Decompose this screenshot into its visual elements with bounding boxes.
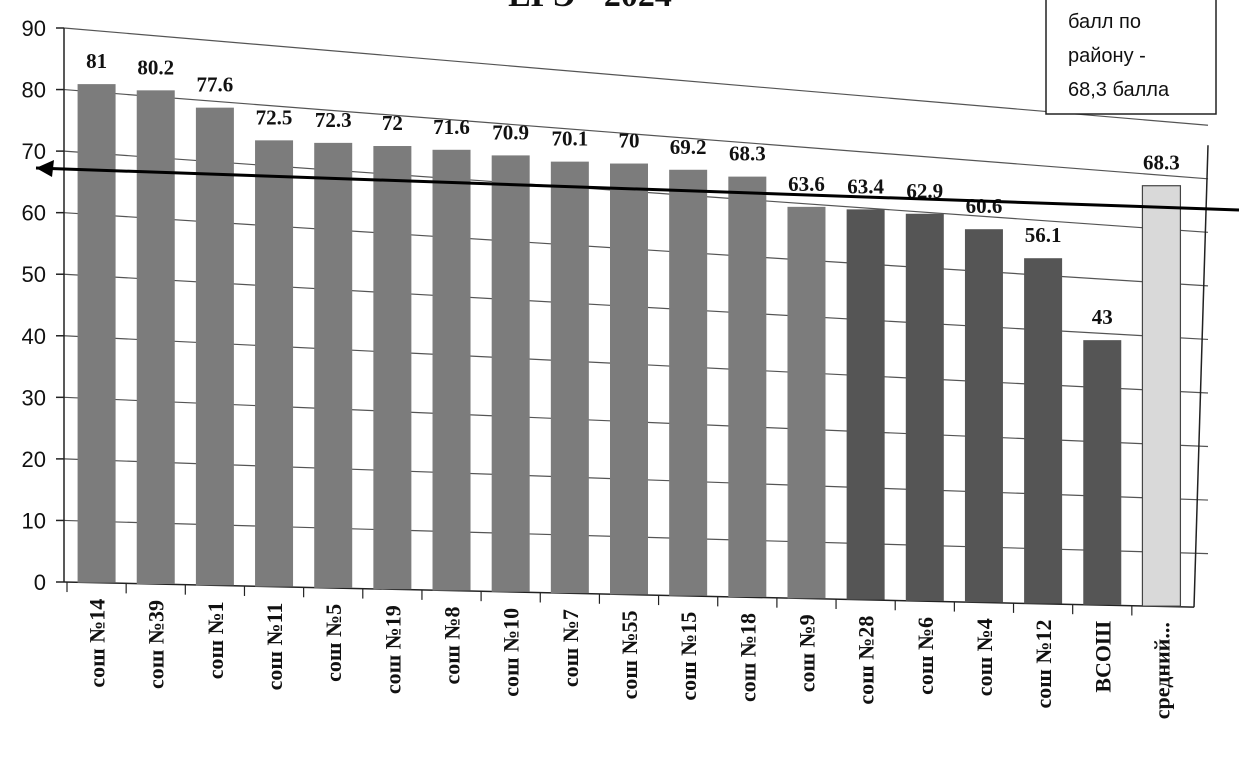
average-note-box: балл по району - 68,3 балла [1045,0,1217,115]
data-label: 43 [1092,305,1113,329]
data-label: 80.2 [137,55,174,79]
x-category-label: сош №19 [380,605,405,694]
data-label: 71.6 [433,115,470,139]
plot-right-border [1193,145,1209,608]
data-label: 72.3 [315,108,352,132]
data-label: 60.6 [966,194,1003,218]
x-tick-labels: сош №14 сош №39 сош №1 сош №11 сош №5 сош №19… [85,599,1175,720]
gridline [63,27,1209,126]
x-category-label: сош №5 [321,604,346,682]
bar [964,229,1003,603]
data-label: 81 [86,49,107,73]
x-category-label: сош №15 [676,612,701,701]
x-category-label: сош №6 [913,617,938,695]
note-line-1: балл по [1068,11,1141,33]
bars [77,84,1182,607]
data-label: 68.3 [729,142,766,166]
x-category-label: сош №10 [499,608,524,697]
bar [432,149,471,591]
bar [373,146,412,590]
bar [314,142,353,588]
x-category-label: сош №9 [794,614,819,692]
bar [669,169,708,596]
x-category-label: сош №55 [617,610,642,699]
chart-title: ЕГЭ - 2024 [508,0,672,14]
data-label: 70.1 [551,127,588,151]
y-tick-label: 80 [22,78,46,103]
bar [610,163,648,595]
bar [787,206,826,599]
data-label: 72.5 [256,105,293,129]
gridline [63,88,1209,180]
bar [195,107,234,586]
y-tick-labels: 0 10 20 30 40 50 60 70 80 90 [22,16,46,595]
x-category-label: сош №7 [558,609,583,687]
x-category-label: ВСОШ [1090,621,1115,693]
x-category-label: сош №1 [203,601,228,679]
x-category-label: сош №8 [440,607,465,685]
bar [491,155,530,592]
reference-arrow-head [36,160,54,177]
bar [846,209,885,600]
bar [77,84,116,583]
bar [905,213,944,601]
x-category-label: сош №39 [144,600,169,689]
data-label: 70.9 [492,120,529,144]
bar [1083,340,1122,605]
x-category-label: сош №14 [85,599,110,688]
bar [255,140,294,587]
bar [550,161,589,594]
x-axis [63,581,1195,608]
y-tick-label: 70 [22,139,46,164]
bar [1024,258,1063,604]
data-label: 63.6 [788,172,825,196]
y-tick-label: 40 [22,324,46,349]
y-tick-label: 90 [22,16,46,41]
y-tick-label: 10 [22,508,46,533]
y-tick-label: 30 [22,385,46,410]
data-label: 77.6 [197,73,234,97]
bar [728,176,767,598]
note-line-3: 68,3 балла [1068,79,1170,101]
data-label: 56.1 [1025,223,1062,247]
bar [136,90,175,585]
data-label: 68.3 [1143,151,1180,175]
y-tick-label: 0 [34,570,46,595]
x-category-label: сош №12 [1031,620,1056,709]
y-tick-label: 20 [22,447,46,472]
data-label: 69.2 [670,135,707,159]
y-tick-label: 50 [22,262,46,287]
bar-average [1141,185,1182,607]
data-label: 70 [619,129,640,153]
data-label: 63.4 [847,174,884,198]
y-tick-label: 60 [22,201,46,226]
x-category-label: сош №28 [854,616,879,705]
data-label: 72 [382,111,403,135]
reference-line [35,166,1239,212]
x-category-label: сош №18 [735,613,760,702]
x-category-label: сош №4 [972,618,997,696]
axes [56,27,1209,616]
average-reference-line [35,160,1239,212]
note-frame [1045,0,1217,115]
note-line-2: району - [1068,45,1146,67]
x-category-label: сош №11 [262,603,287,691]
x-category-label: средний... [1149,622,1174,719]
